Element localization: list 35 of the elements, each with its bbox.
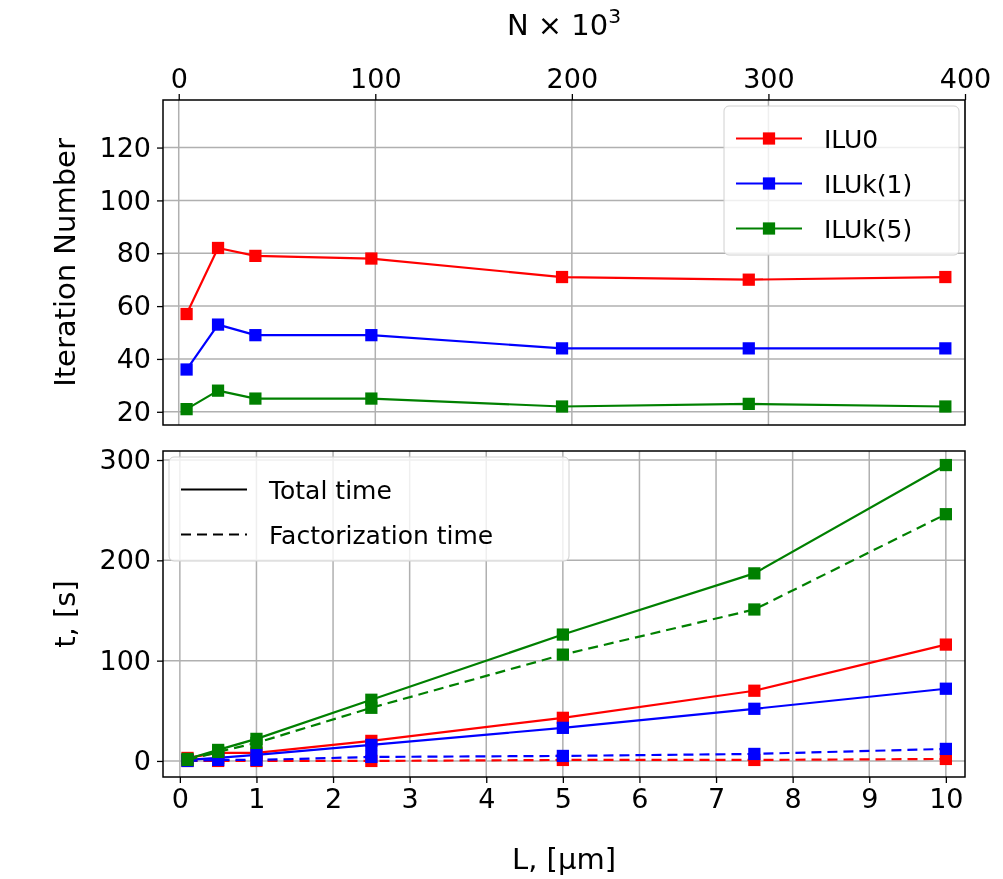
x-tick-label: 6 [631, 783, 649, 815]
x-tick-label: 7 [707, 783, 726, 815]
x-tick-label: 1 [248, 783, 266, 815]
legend-label: ILU0 [824, 124, 879, 154]
x-tick-label: 100 [350, 63, 402, 94]
x-tick-label: 200 [546, 63, 599, 94]
x-tick-label: 400 [939, 63, 992, 94]
x-tick-label: 0 [170, 63, 188, 94]
x-tick-label: 10 [929, 783, 964, 815]
y-tick-label: 300 [99, 444, 151, 476]
x-tick-label: 9 [861, 783, 879, 815]
x-axis-title: L, [μm] [512, 842, 616, 876]
x-tick-label: 0 [171, 783, 189, 815]
legend-label: ILUk(1) [824, 169, 913, 199]
y-tick-label: 20 [116, 395, 151, 427]
legend-label: Factorization time [269, 520, 494, 550]
y-tick-label: 0 [133, 745, 151, 777]
x-tick-label: 3 [401, 783, 419, 815]
y-axis-title: Iteration Number [48, 138, 82, 387]
x-tick-label: 2 [324, 783, 343, 815]
x-tick-label: 4 [478, 783, 496, 815]
y-tick-label: 40 [116, 343, 151, 375]
legend-label: Total time [268, 475, 392, 505]
x-tick-label: 8 [784, 783, 802, 815]
y-tick-label: 100 [99, 184, 151, 216]
x-tick-label: 5 [554, 783, 572, 815]
y-tick-label: 60 [116, 290, 151, 322]
y-tick-label: 120 [99, 131, 151, 163]
y-axis-title: t, [s] [48, 580, 82, 648]
x-axis-title: N × 10$^{3}$ [506, 4, 622, 42]
legend-label: ILUk(5) [824, 214, 913, 244]
y-tick-label: 100 [99, 644, 151, 676]
y-tick-label: 200 [99, 544, 151, 576]
y-tick-label: 80 [116, 237, 151, 269]
x-tick-label: 300 [743, 63, 795, 94]
